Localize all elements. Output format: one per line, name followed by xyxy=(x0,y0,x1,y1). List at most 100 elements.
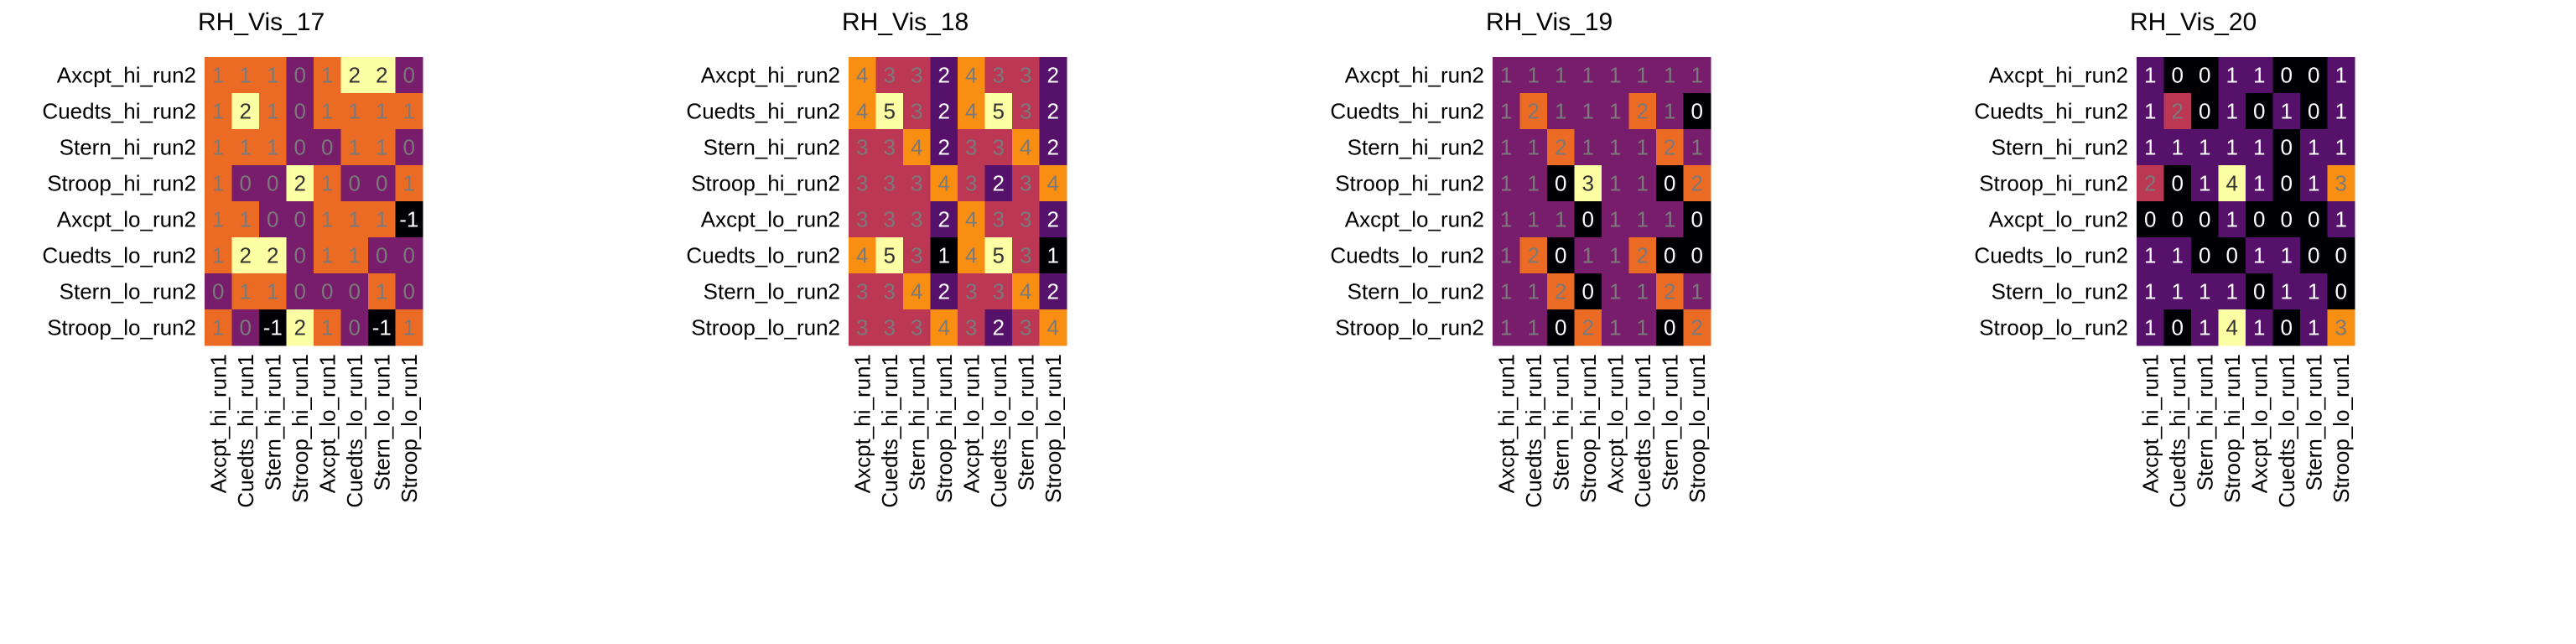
cell-value-label: 2 xyxy=(1047,135,1059,160)
row-label: Stern_lo_run2 xyxy=(1348,279,1484,304)
heatmap-cell xyxy=(205,165,232,202)
cell-value-label: 2 xyxy=(1691,315,1703,340)
heatmap-cell xyxy=(286,93,314,130)
cell-value-label: 1 xyxy=(267,63,278,88)
cell-value-label: 2 xyxy=(1555,279,1566,304)
heatmap-cell xyxy=(849,309,876,346)
heatmap-cell xyxy=(903,57,931,94)
heatmap-cell xyxy=(849,201,876,238)
heatmap-cell xyxy=(1602,273,1629,310)
cell-value-label: 1 xyxy=(1500,315,1512,340)
column-label: Cuedts_hi_run1 xyxy=(877,354,902,508)
heatmap-cell xyxy=(984,57,1013,94)
heatmap-svg: 1 1 1 1 1 1 1 11 2 1 1 1 2 1 01 1 2 1 1 1 2 11 1 0 3 1 1 0 21 1 1 0 1 1 1 0… xyxy=(1330,57,1711,508)
row-label: Axcpt_lo_run2 xyxy=(1345,207,1484,232)
row-label: Stern_hi_run2 xyxy=(1348,135,1484,160)
cell-value-label: 4 xyxy=(2226,315,2238,340)
heatmap-cell xyxy=(340,273,369,310)
heatmap-cell xyxy=(1602,93,1629,130)
heatmap-cell xyxy=(2163,201,2192,238)
heatmap-cell xyxy=(1628,201,1657,238)
heatmap-cell xyxy=(368,165,396,202)
cell-value-label: 1 xyxy=(376,135,387,160)
heatmap-cell xyxy=(2163,237,2192,274)
heatmap-cell xyxy=(340,93,369,130)
heatmap-cell xyxy=(314,273,341,310)
cell-value-label: 1 xyxy=(2226,99,2238,124)
heatmap-cell xyxy=(2218,129,2246,166)
heatmap-cell xyxy=(903,129,931,166)
heatmap-cell xyxy=(1602,57,1629,94)
heatmap-cell xyxy=(1683,165,1711,202)
heatmap-cell xyxy=(1656,165,1684,202)
heatmap-cell xyxy=(984,309,1013,346)
cell-value-label: 1 xyxy=(212,99,224,124)
heatmap-cell xyxy=(2218,93,2246,130)
row-label: Stern_lo_run2 xyxy=(1992,279,2128,304)
heatmap-cell xyxy=(875,237,904,274)
cell-value-label: 3 xyxy=(965,171,977,196)
cell-value-label: 3 xyxy=(884,63,896,88)
cell-value-label: 1 xyxy=(1555,63,1566,88)
column-label: Stern_lo_run1 xyxy=(2301,354,2326,491)
cell-value-label: 1 xyxy=(1691,135,1703,160)
heatmap-cell xyxy=(340,309,369,346)
row-label: Stern_lo_run2 xyxy=(60,279,196,304)
heatmap-cell xyxy=(340,237,369,274)
cell-value-label: 1 xyxy=(2199,279,2210,304)
heatmap-cell xyxy=(958,201,985,238)
cell-value-label: 1 xyxy=(212,63,224,88)
cell-value-label: 2 xyxy=(1637,243,1649,268)
cell-value-label: 0 xyxy=(2335,279,2347,304)
heatmap-cell xyxy=(205,273,232,310)
heatmap-cell xyxy=(205,57,232,94)
heatmap-cell xyxy=(2191,165,2219,202)
row-label: Axcpt_lo_run2 xyxy=(57,207,196,232)
cell-value-label: 0 xyxy=(321,279,333,304)
cell-value-label: 1 xyxy=(321,171,333,196)
cell-value-label: 2 xyxy=(267,243,278,268)
heatmap-cell xyxy=(1012,237,1040,274)
cell-value-label: 3 xyxy=(884,315,896,340)
cell-value-label: 1 xyxy=(1500,279,1512,304)
panel-title: RH_Vis_18 xyxy=(842,8,969,36)
cell-value-label: 1 xyxy=(321,207,333,232)
cell-value-label: 0 xyxy=(2281,135,2293,160)
cell-value-label: -1 xyxy=(372,315,392,340)
heatmap-cell xyxy=(1012,309,1040,346)
heatmap-cell xyxy=(1574,129,1602,166)
cell-value-label: 0 xyxy=(294,243,306,268)
heatmap-cell xyxy=(2163,93,2192,130)
cell-value-label: 0 xyxy=(2281,63,2293,88)
heatmap-cell xyxy=(2327,57,2355,94)
heatmap-cell xyxy=(1547,201,1575,238)
row-label: Axcpt_lo_run2 xyxy=(701,207,840,232)
cell-value-label: 0 xyxy=(1555,171,1566,196)
cell-value-label: 3 xyxy=(884,207,896,232)
cell-value-label: 0 xyxy=(2281,171,2293,196)
cell-value-label: 0 xyxy=(403,63,415,88)
column-label: Cuedts_lo_run1 xyxy=(2274,354,2299,508)
cell-value-label: 4 xyxy=(1020,279,1031,304)
cell-value-label: 1 xyxy=(240,135,252,160)
cell-value-label: 2 xyxy=(993,171,1005,196)
cell-value-label: 4 xyxy=(938,171,950,196)
cell-value-label: 1 xyxy=(2172,135,2184,160)
heatmap-cell xyxy=(1547,129,1575,166)
heatmap-cell xyxy=(2137,129,2164,166)
cell-value-label: 2 xyxy=(1047,99,1059,124)
cell-value-label: 1 xyxy=(2335,99,2347,124)
heatmap-cell xyxy=(1039,309,1067,346)
cell-value-label: 1 xyxy=(212,207,224,232)
heatmap-cell xyxy=(1656,129,1684,166)
heatmap-cell xyxy=(930,273,958,310)
cell-value-label: 2 xyxy=(240,243,252,268)
heatmap-cell xyxy=(395,165,423,202)
heatmap-cell xyxy=(368,201,396,238)
heatmap-cell xyxy=(1683,237,1711,274)
heatmap-cell xyxy=(2272,57,2301,94)
heatmap-cell xyxy=(2300,165,2328,202)
cell-value-label: 1 xyxy=(2335,135,2347,160)
heatmap-cell xyxy=(2300,129,2328,166)
heatmap-cell xyxy=(1628,309,1657,346)
